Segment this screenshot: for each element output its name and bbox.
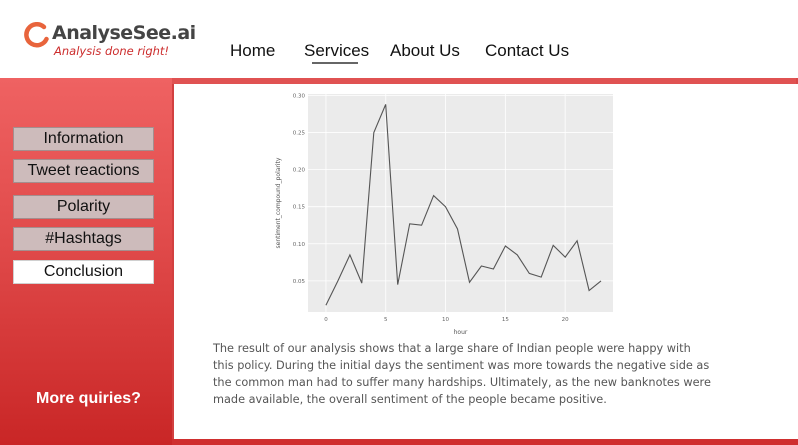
y-tick-label: 0.10 (293, 242, 306, 248)
sentiment-line-chart: 0.05 0.10 0.15 0.20 0.25 0.30 0 5 10 15 20 hour s… (275, 93, 613, 336)
y-tick-label: 0.20 (293, 168, 306, 174)
brand-name: AnalyseSee.ai (52, 22, 196, 44)
logo-ring-icon (24, 22, 49, 48)
sentiment-series-line (325, 104, 602, 306)
sidebar: Information Tweet reactions Polarity #Ha… (0, 78, 172, 445)
y-tick-label: 0.05 (293, 279, 306, 285)
y-tick-label: 0.25 (293, 131, 306, 137)
more-queries-link[interactable]: More quiries? (36, 390, 141, 407)
y-axis-label: sentiment_compound_polarity (275, 157, 282, 248)
y-tick-label: 0.30 (293, 93, 306, 99)
sidebar-item-tweet-reactions[interactable]: Tweet reactions (13, 159, 154, 183)
x-tick-label: 5 (384, 317, 388, 323)
nav-about-us[interactable]: About Us (390, 41, 460, 60)
nav-services[interactable]: Services (304, 41, 370, 60)
bottom-divider (172, 439, 798, 445)
nav-home[interactable]: Home (230, 41, 276, 60)
plot-background (308, 94, 613, 312)
x-tick-label: 20 (562, 317, 569, 323)
sidebar-item-information[interactable]: Information (13, 127, 154, 151)
sidebar-item-conclusion[interactable]: Conclusion (13, 260, 154, 284)
x-tick-label: 0 (324, 317, 328, 323)
top-divider (0, 78, 798, 84)
conclusion-paragraph: The result of our analysis shows that a … (213, 342, 711, 406)
nav-active-underline (312, 62, 358, 64)
x-axis-label: hour (454, 329, 468, 336)
x-tick-label: 15 (502, 317, 509, 323)
sidebar-item-hashtags[interactable]: #Hashtags (13, 227, 154, 251)
site-header: AnalyseSee.ai Analysis done right! Home … (0, 0, 798, 78)
y-tick-label: 0.15 (293, 205, 306, 211)
x-tick-label: 10 (442, 317, 449, 323)
nav-contact-us[interactable]: Contact Us (485, 41, 570, 60)
brand-tagline: Analysis done right! (54, 44, 170, 58)
sidebar-item-polarity[interactable]: Polarity (13, 195, 154, 219)
brand-logo[interactable]: AnalyseSee.ai Analysis done right! (24, 20, 196, 64)
